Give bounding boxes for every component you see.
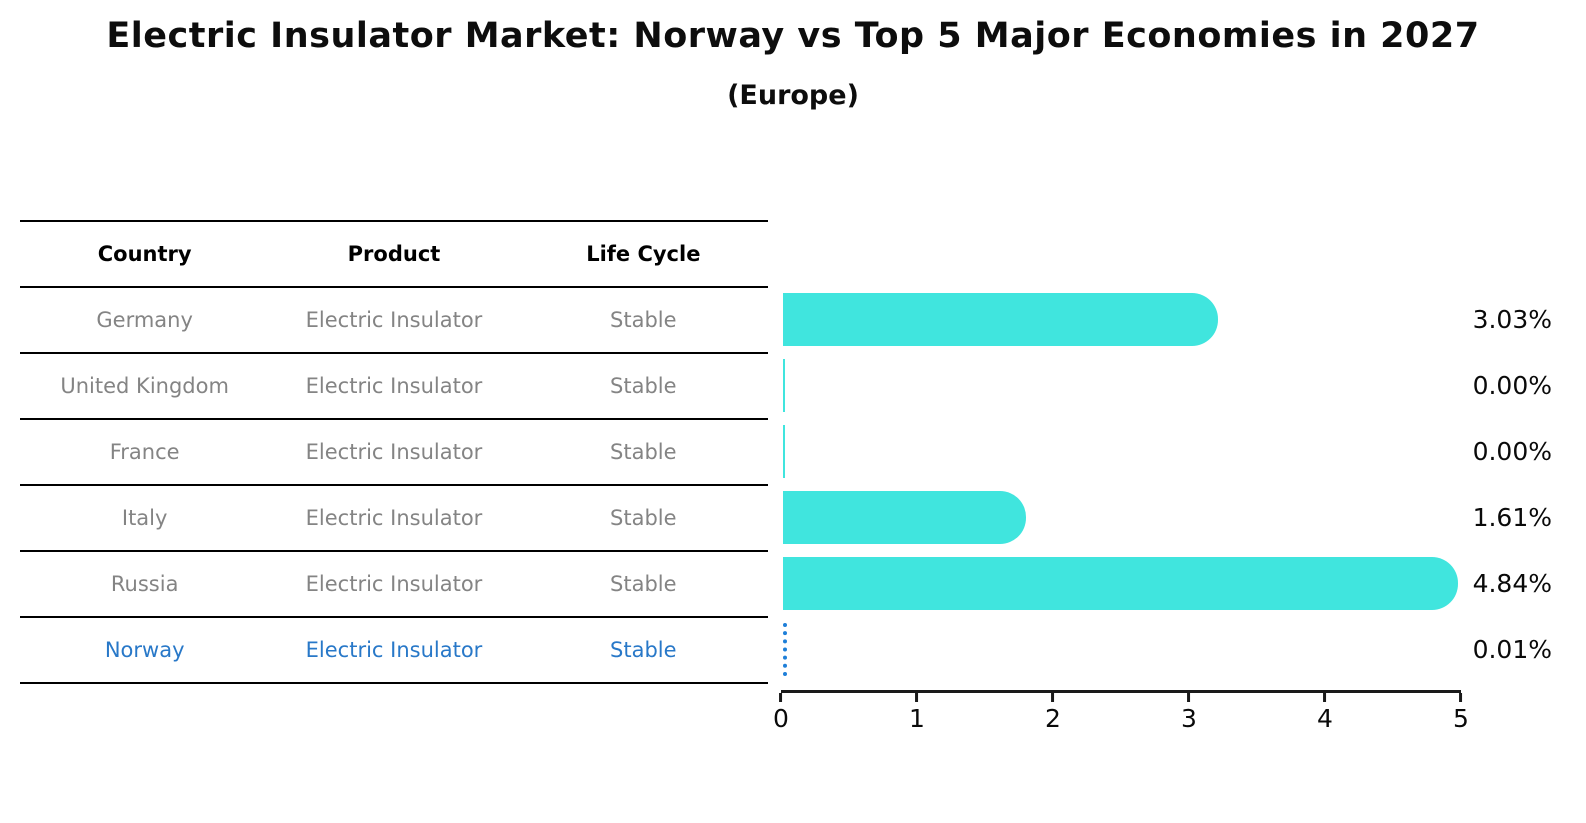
x-tick-mark: [779, 693, 783, 702]
value-label: 0.00%: [1472, 370, 1552, 400]
x-axis-line: [781, 690, 1461, 693]
x-tick: 2: [1045, 693, 1061, 733]
bar-row: [783, 550, 1458, 616]
cell-country: France: [109, 440, 180, 464]
value-label: 1.61%: [1472, 502, 1552, 532]
cell-country: Norway: [104, 638, 185, 662]
value-label-column: 3.03% 0.00% 0.00% 1.61% 4.84% 0.01%: [1458, 286, 1552, 682]
value-label: 3.03%: [1472, 304, 1552, 334]
value-label: 4.84%: [1472, 568, 1552, 598]
x-tick: 1: [909, 693, 925, 733]
cell-life-cycle: Stable: [610, 638, 677, 662]
cell-country: United Kingdom: [60, 374, 229, 398]
bar-row: [783, 616, 1458, 682]
bar-plot: [783, 286, 1458, 682]
table-row: Russia Electric Insulator Stable: [20, 552, 768, 618]
table-header-row: Country Product Life Cycle: [20, 222, 768, 288]
bar-row: [783, 352, 1458, 418]
x-tick-mark: [1187, 693, 1191, 702]
table-row: Germany Electric Insulator Stable: [20, 288, 768, 354]
bar-row: [783, 286, 1458, 352]
x-tick-label: 5: [1453, 704, 1469, 733]
x-tick-mark: [1051, 693, 1055, 702]
bar: [783, 490, 1027, 544]
cell-product: Electric Insulator: [305, 572, 483, 596]
cell-life-cycle: Stable: [610, 374, 677, 398]
cell-life-cycle: Stable: [610, 572, 677, 596]
x-tick-label: 1: [909, 704, 925, 733]
bar: [783, 424, 785, 478]
x-tick-mark: [1323, 693, 1327, 702]
cell-product: Electric Insulator: [305, 440, 483, 464]
table-row: Italy Electric Insulator Stable: [20, 486, 768, 552]
x-tick: 5: [1453, 693, 1469, 733]
bar: [783, 358, 785, 412]
page-title: Electric Insulator Market: Norway vs Top…: [106, 16, 1480, 56]
cell-life-cycle: Stable: [610, 440, 677, 464]
x-tick-mark: [1459, 693, 1463, 702]
header-product: Product: [347, 242, 441, 266]
x-tick-label: 2: [1045, 704, 1061, 733]
bar-row: [783, 418, 1458, 484]
comparison-table: Country Product Life Cycle Germany Elect…: [20, 220, 768, 684]
x-axis: 0 1 2 3 4 5: [773, 690, 1469, 740]
x-tick: 0: [773, 693, 789, 733]
bar-row: [783, 484, 1458, 550]
x-tick-label: 3: [1181, 704, 1197, 733]
x-tick-label: 4: [1317, 704, 1333, 733]
table-row: United Kingdom Electric Insulator Stable: [20, 354, 768, 420]
cell-country: Russia: [110, 572, 179, 596]
value-label: 0.00%: [1472, 436, 1552, 466]
x-tick: 3: [1181, 693, 1197, 733]
cell-country: Germany: [96, 308, 193, 332]
table-row-highlighted: Norway Electric Insulator Stable: [20, 618, 768, 684]
value-label: 0.01%: [1472, 634, 1552, 664]
x-tick-mark: [915, 693, 919, 702]
cell-product: Electric Insulator: [305, 308, 483, 332]
cell-product: Electric Insulator: [305, 506, 483, 530]
page-subtitle: (Europe): [727, 80, 859, 111]
bar: [783, 622, 787, 676]
cell-product: Electric Insulator: [305, 638, 483, 662]
cell-country: Italy: [121, 506, 168, 530]
header-life-cycle: Life Cycle: [586, 242, 701, 266]
cell-life-cycle: Stable: [610, 308, 677, 332]
bar: [783, 292, 1219, 346]
cell-product: Electric Insulator: [305, 374, 483, 398]
x-tick: 4: [1317, 693, 1333, 733]
cell-life-cycle: Stable: [610, 506, 677, 530]
header-country: Country: [97, 242, 192, 266]
x-tick-label: 0: [773, 704, 789, 733]
table-row: France Electric Insulator Stable: [20, 420, 768, 486]
bar: [783, 556, 1458, 610]
